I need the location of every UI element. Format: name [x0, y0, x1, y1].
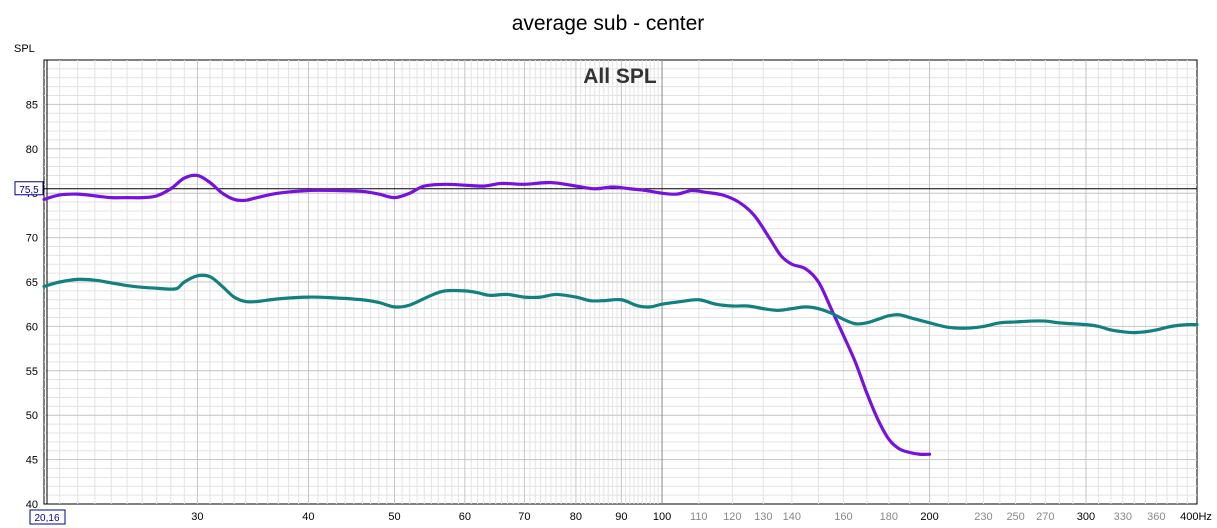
x-start-label: 20,16 [34, 513, 59, 524]
y-tick-label: 40 [26, 499, 38, 511]
y-tick-label: 55 [26, 366, 38, 378]
x-minor-tick-label: 360 [1147, 511, 1165, 523]
y-tick-label: 70 [26, 233, 38, 245]
x-tick-label: 100 [653, 511, 671, 523]
x-tick-label: 90 [615, 511, 627, 523]
x-start-marker: 20,16 [29, 509, 66, 525]
x-tick-label: 200 [920, 511, 938, 523]
x-minor-tick-label: 160 [834, 511, 852, 523]
series-line-center [42, 273, 1199, 335]
y-tick-label: 80 [26, 144, 38, 156]
y-tick-label: 65 [26, 277, 38, 289]
x-end-label: 400Hz [1180, 511, 1212, 523]
x-minor-tick-label: 250 [1006, 511, 1024, 523]
y-tick-label: 85 [26, 99, 38, 111]
x-tick-label: 40 [302, 511, 314, 523]
y-axis-ticks: 40455055606570758085 [26, 99, 38, 511]
major-grid [44, 60, 1197, 504]
x-tick-label: 30 [191, 511, 203, 523]
series-lines [42, 173, 1199, 457]
x-start-box [29, 509, 66, 525]
x-minor-tick-label: 270 [1036, 511, 1054, 523]
y-axis-label: SPL [14, 43, 35, 55]
x-tick-label: 60 [459, 511, 471, 523]
x-axis-ticks: 30 40 50 60 70 80 90 100 200 300 110 120 130 140 160 18… [191, 511, 1165, 523]
inner-title: All SPL [583, 65, 657, 88]
y-tick-label: 60 [26, 321, 38, 333]
x-tick-label: 70 [518, 511, 530, 523]
x-minor-tick-label: 180 [880, 511, 898, 523]
x-minor-tick-label: 330 [1114, 511, 1132, 523]
x-minor-tick-label: 120 [723, 511, 741, 523]
cursor-box [14, 181, 44, 196]
x-tick-label: 50 [388, 511, 400, 523]
y-tick-label: 50 [26, 410, 38, 422]
cursor-label: 75,5 [19, 185, 39, 196]
x-minor-tick-label: 130 [754, 511, 772, 523]
x-minor-tick-label: 230 [974, 511, 992, 523]
y-tick-label: 45 [26, 455, 38, 467]
x-minor-tick-label: 140 [783, 511, 801, 523]
x-tick-label: 80 [570, 511, 582, 523]
x-tick-label: 300 [1077, 511, 1095, 523]
x-minor-tick-label: 110 [690, 511, 708, 523]
series-line-sub [42, 173, 932, 457]
chart-title: average sub - center [512, 12, 705, 35]
